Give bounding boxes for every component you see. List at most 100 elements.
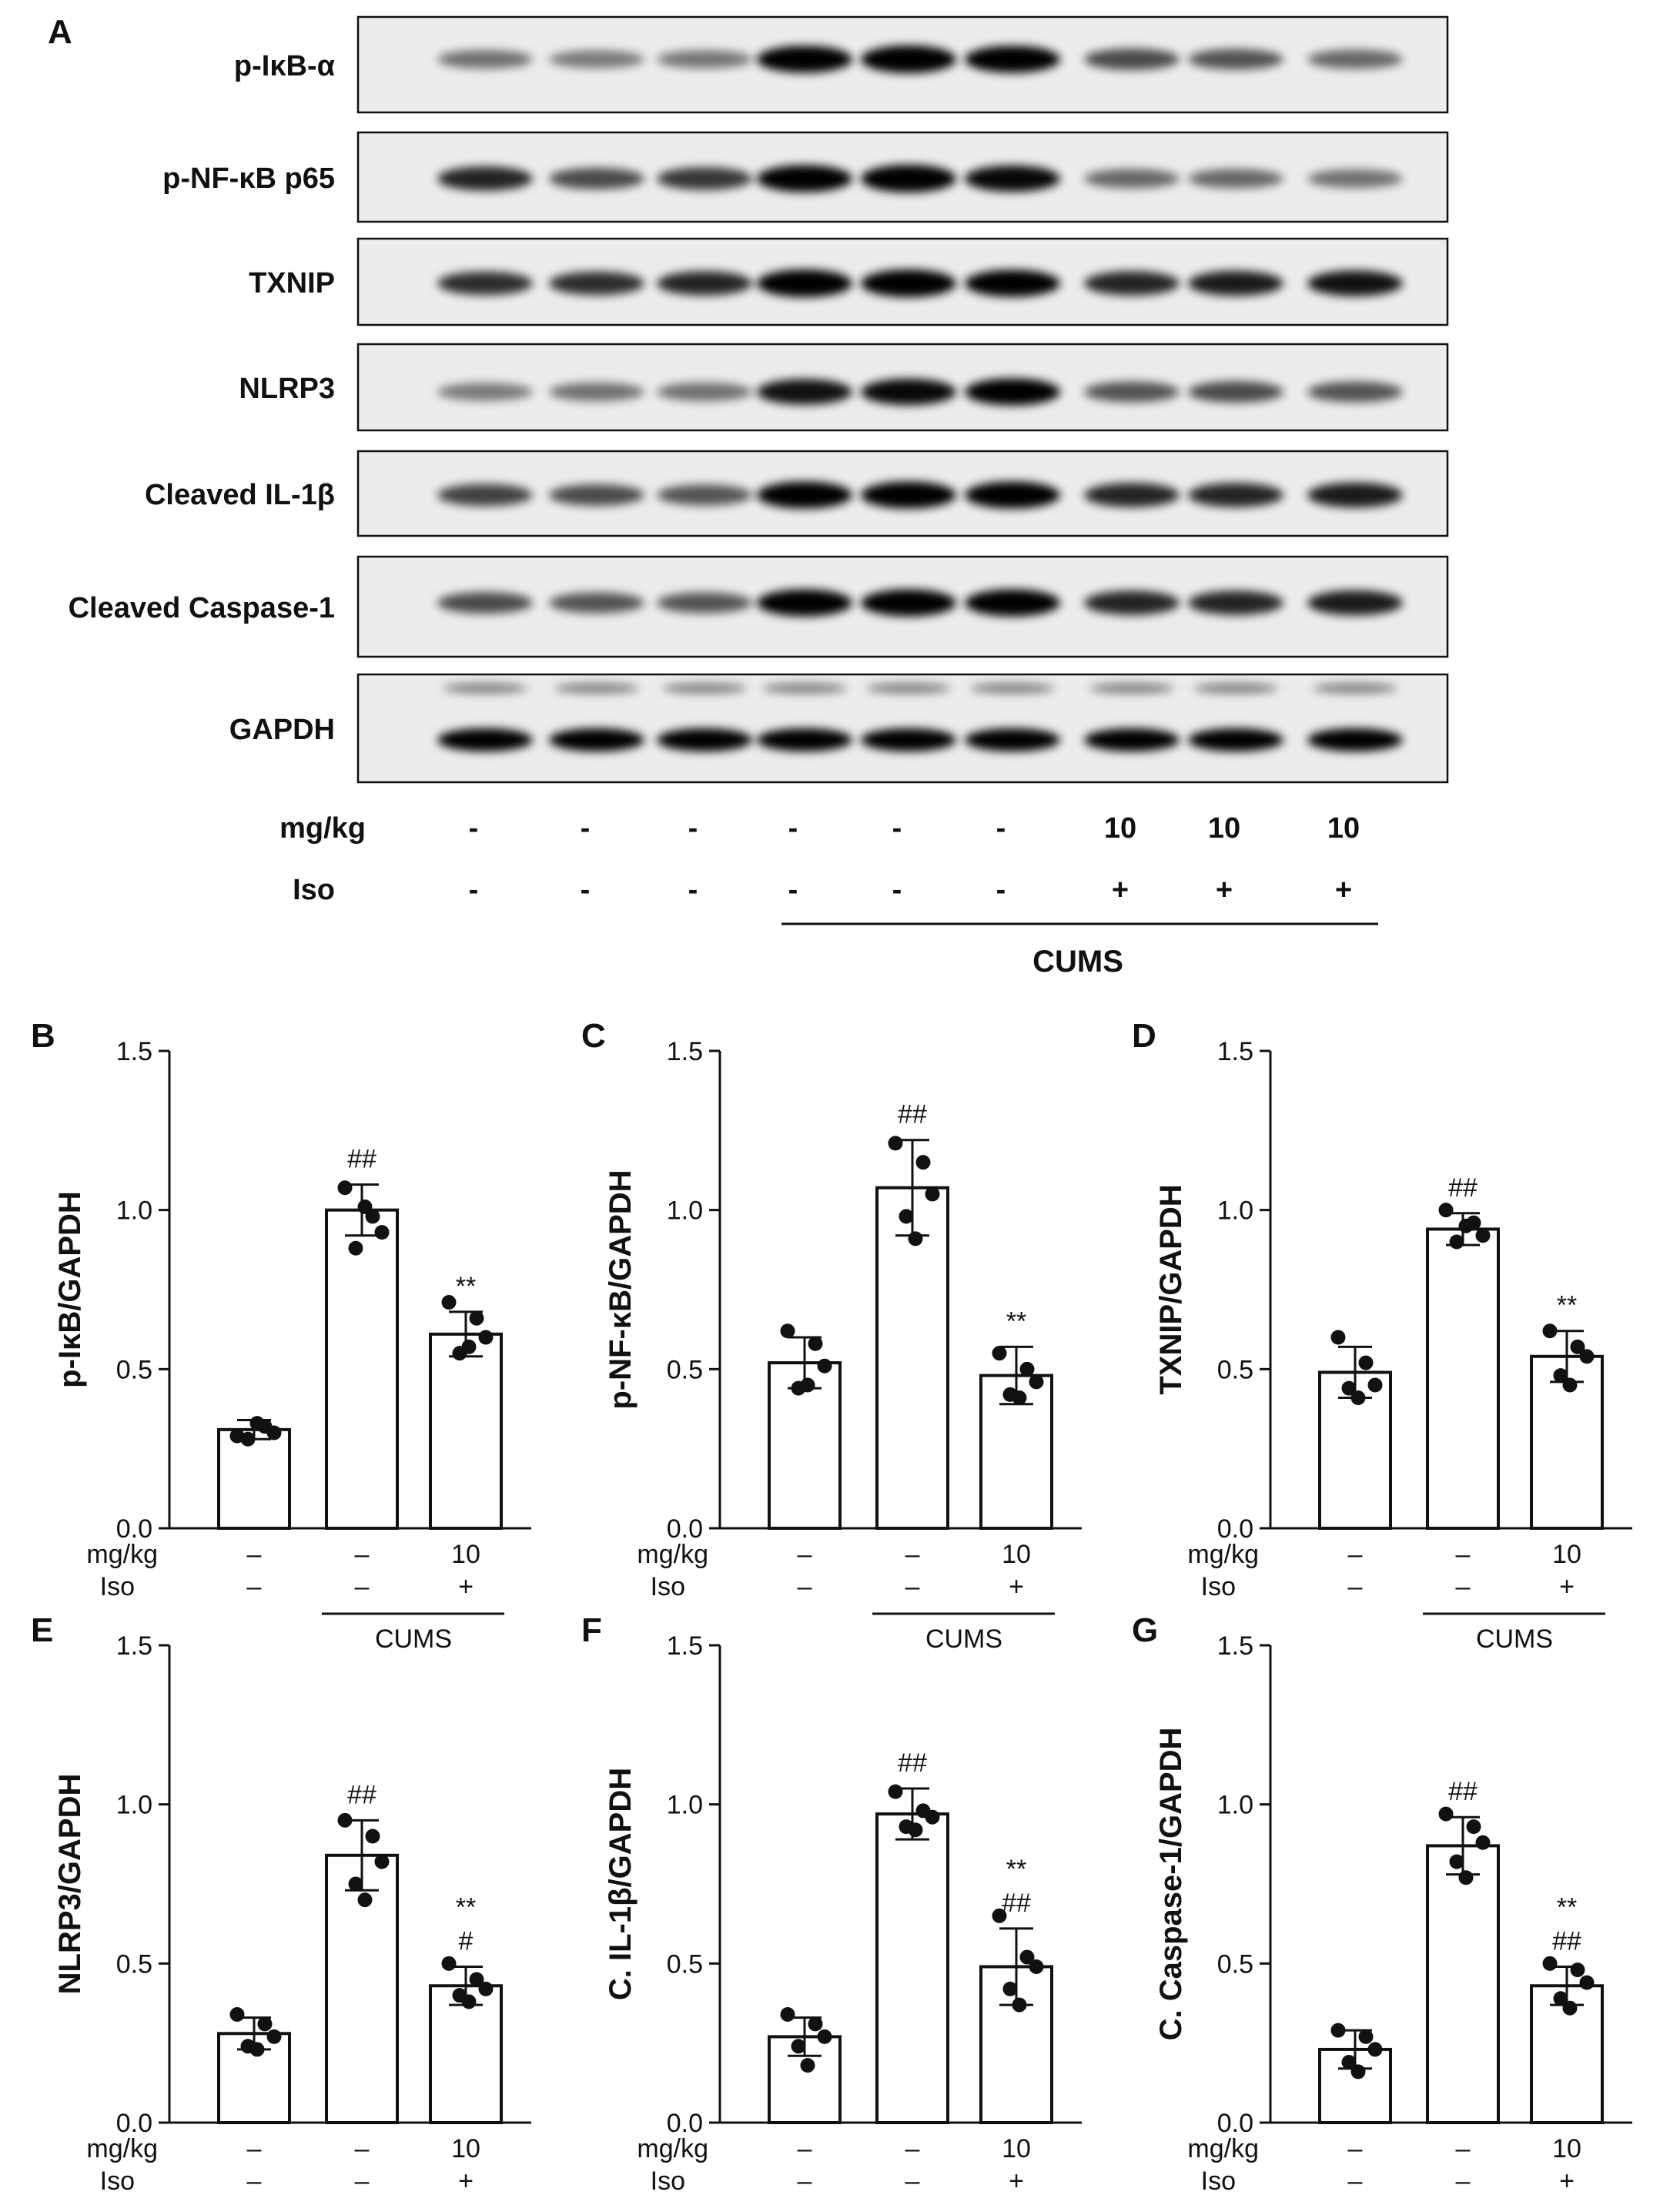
group-label: CUMS bbox=[925, 1625, 1002, 1654]
data-point bbox=[808, 1336, 823, 1351]
iso-value: + bbox=[458, 1572, 474, 1601]
group-label: CUMS bbox=[375, 1625, 452, 1654]
significance-mark: ## bbox=[347, 1145, 376, 1174]
band bbox=[965, 728, 1060, 751]
dose-value: – bbox=[1456, 2134, 1471, 2163]
panel-letter: D bbox=[1132, 1017, 1156, 1055]
panel-letter-a: A bbox=[48, 13, 72, 51]
data-point bbox=[348, 1240, 363, 1256]
data-point bbox=[1002, 1981, 1018, 1996]
iso-label: Iso bbox=[100, 1572, 135, 1601]
band bbox=[965, 481, 1060, 509]
iso-value: + bbox=[1112, 874, 1129, 906]
band bbox=[1188, 591, 1283, 615]
significance-mark: ## bbox=[1002, 1889, 1031, 1918]
significance-mark: ## bbox=[898, 1100, 927, 1129]
band bbox=[549, 168, 644, 189]
y-tick-label: 1.0 bbox=[1217, 1196, 1253, 1226]
bar bbox=[217, 1427, 291, 1530]
iso-value: - bbox=[788, 874, 798, 906]
y-tick-label: 1.5 bbox=[667, 1631, 703, 1661]
iso-label: Iso bbox=[100, 2167, 135, 2195]
dose-value: 10 bbox=[1552, 1540, 1581, 1569]
data-point bbox=[1350, 2064, 1366, 2080]
data-point bbox=[908, 1822, 923, 1838]
iso-value: - bbox=[688, 874, 698, 906]
band bbox=[437, 166, 533, 191]
band bbox=[757, 45, 852, 73]
data-point bbox=[461, 1339, 477, 1354]
dose-value: – bbox=[355, 1540, 370, 1569]
y-axis-label: p-IκB/GAPDH bbox=[53, 1191, 87, 1388]
band bbox=[1188, 169, 1283, 189]
data-point bbox=[780, 2006, 795, 2022]
iso-value: – bbox=[905, 1572, 920, 1601]
y-tick-label: 1.0 bbox=[667, 1196, 703, 1226]
blot-label: Cleaved Caspase-1 bbox=[69, 592, 335, 624]
panel-letter: B bbox=[31, 1017, 55, 1055]
data-point bbox=[374, 1854, 390, 1869]
y-tick-label: 0.5 bbox=[1217, 1355, 1253, 1384]
data-point bbox=[357, 1892, 373, 1908]
blot-label: NLRP3 bbox=[239, 373, 335, 405]
y-tick-label: 0.5 bbox=[116, 1355, 152, 1384]
band-group bbox=[437, 269, 1403, 297]
data-point bbox=[266, 2029, 282, 2044]
y-tick-label: 0.5 bbox=[667, 1949, 703, 1979]
dose-value: 10 bbox=[1104, 812, 1136, 845]
data-point bbox=[1553, 1368, 1568, 1384]
data-point bbox=[374, 1225, 390, 1240]
data-point bbox=[266, 1425, 282, 1440]
data-point bbox=[1458, 1218, 1474, 1233]
band bbox=[549, 728, 644, 751]
bar bbox=[429, 1332, 503, 1530]
data-point bbox=[1570, 1339, 1585, 1354]
iso-label: Iso bbox=[651, 2167, 685, 2195]
band bbox=[554, 683, 639, 694]
iso-label: Iso bbox=[293, 874, 335, 906]
dose-label: mg/kg bbox=[637, 2134, 708, 2163]
significance-mark: ** bbox=[1557, 1291, 1577, 1320]
data-point bbox=[1579, 1975, 1595, 1990]
band bbox=[970, 683, 1055, 694]
iso-value: + bbox=[1335, 874, 1352, 906]
panel-letter: E bbox=[31, 1611, 53, 1649]
data-point bbox=[461, 1994, 477, 2009]
iso-value: – bbox=[798, 1572, 812, 1601]
band bbox=[757, 269, 852, 297]
significance-mark: ** bbox=[456, 1892, 476, 1922]
dose-value: – bbox=[905, 1540, 920, 1569]
dose-value: - bbox=[892, 812, 902, 845]
significance-mark: ** bbox=[1006, 1307, 1026, 1336]
band bbox=[657, 271, 752, 296]
y-tick-label: 1.5 bbox=[116, 1037, 152, 1066]
band bbox=[657, 592, 752, 614]
iso-value: - bbox=[469, 874, 479, 906]
band bbox=[861, 378, 956, 406]
bar bbox=[875, 1812, 949, 2124]
band bbox=[437, 49, 533, 69]
data-point bbox=[1475, 1228, 1491, 1243]
panel-letter: C bbox=[581, 1017, 606, 1055]
band bbox=[549, 592, 644, 614]
y-tick-label: 1.5 bbox=[1217, 1631, 1253, 1661]
band bbox=[549, 50, 644, 69]
band bbox=[1307, 270, 1403, 296]
data-point bbox=[1029, 1959, 1044, 1974]
data-point bbox=[1012, 1390, 1027, 1406]
bar bbox=[325, 1208, 399, 1530]
data-point bbox=[240, 1431, 256, 1447]
data-point bbox=[1438, 1203, 1454, 1218]
data-point bbox=[808, 2016, 823, 2032]
band bbox=[1084, 381, 1180, 403]
iso-value: – bbox=[905, 2167, 920, 2195]
iso-value: – bbox=[247, 1572, 262, 1601]
data-point bbox=[800, 1377, 815, 1393]
band bbox=[861, 165, 956, 192]
western-blot-panel: A p-IκB-α p-NF-κB p65 TXNIP NLRP3 Cleaved IL… bbox=[48, 13, 1449, 979]
iso-value: – bbox=[1348, 1572, 1363, 1601]
y-tick-label: 1.0 bbox=[667, 1791, 703, 1820]
data-point bbox=[817, 1358, 832, 1374]
band bbox=[1084, 169, 1180, 189]
